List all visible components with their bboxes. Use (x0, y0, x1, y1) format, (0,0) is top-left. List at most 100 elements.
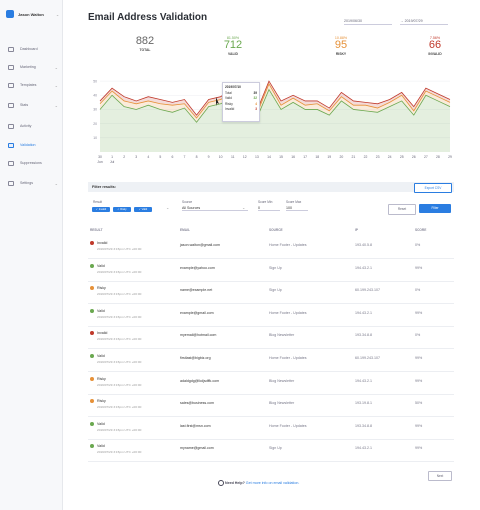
sidebar-item-suppressions[interactable]: Suppressions (8, 158, 58, 168)
x-tick-label: 8 (196, 155, 198, 159)
x-tick-label: 9 (208, 155, 210, 159)
table-row[interactable]: Valid 2019/07/29 3:15pm UTC +00:00 myname@… (88, 439, 454, 463)
row-ip: 194.43.2.1 (355, 310, 372, 315)
next-page-button[interactable]: Next (428, 471, 452, 481)
table-row[interactable]: Valid 2019/07/29 3:15pm UTC +00:00 firstla… (88, 349, 454, 372)
y-tick-label: 20 (93, 122, 97, 126)
x-tick-label: 15 (279, 155, 283, 159)
date-to-input[interactable]: → 2019/07/29 (400, 19, 448, 25)
sidebar-item-label: Stats (20, 103, 29, 107)
table-row[interactable]: Valid 2019/07/29 3:15pm UTC +00:00 example… (88, 304, 454, 327)
filter-button[interactable]: Filter (419, 204, 451, 213)
tooltip-row: Valid 32 (225, 96, 257, 100)
sidebar-item-stats[interactable]: Stats ⌄ (8, 100, 58, 110)
row-timestamp: 2019/07/29 3:15pm UTC +00:00 (97, 405, 142, 410)
table-row[interactable]: Risky 2019/07/29 3:15pm UTC +00:00 adaldgd… (88, 372, 454, 395)
row-ip: 193.40.5.8 (355, 243, 372, 247)
row-score: 99% (415, 446, 423, 451)
stat-valid-pct: 81.50% (226, 36, 240, 40)
row-status: Valid (97, 263, 105, 268)
row-ip: 193.19.8.1 (355, 401, 372, 406)
x-tick-label: 29 (448, 155, 452, 159)
help-icon (218, 480, 224, 486)
user-menu[interactable]: Jason Walton ⌄ (6, 10, 59, 18)
row-status: Invalid (97, 331, 108, 336)
tooltip-value: 39 (253, 90, 257, 95)
chip-invalid[interactable]: ✓ Invalid (92, 207, 110, 212)
result-dropdown-chevron-icon[interactable]: ⌄ (166, 205, 170, 210)
x-tick-label: 24 (388, 155, 392, 159)
tooltip-label: Risky (225, 101, 233, 106)
row-email: firstlast@bigbiz.org (180, 356, 211, 360)
y-tick-label: 10 (93, 136, 97, 140)
chip-risky[interactable]: ✓ Risky (113, 207, 131, 212)
score-max-label: Score Max (286, 200, 302, 204)
sidebar-item-dashboard[interactable]: Dashboard (8, 44, 58, 54)
score-min-input[interactable]: 0 (258, 206, 280, 211)
sidebar: Jason Walton ⌄ Dashboard Marketing ⌄ Templa… (0, 0, 63, 510)
date-from-input[interactable]: 2019/06/30 (344, 19, 392, 25)
source-chevron-icon: ⌄ (242, 205, 246, 210)
stat-invalid: 7.56% 66 INVALID (400, 36, 470, 56)
chip-valid[interactable]: ✓ Valid (134, 207, 152, 212)
reset-button[interactable]: Reset (388, 204, 416, 215)
col-ip[interactable]: IP (355, 228, 359, 232)
source-select[interactable]: All Sources (182, 206, 248, 211)
row-ip: 193.34.8.8 (355, 423, 372, 428)
score-max-input[interactable]: 100 (286, 206, 308, 211)
chevron-down-icon: ⌄ (54, 180, 58, 186)
table-row[interactable]: Invalid 2019/07/29 3:15pm UTC +00:00 myema… (88, 326, 454, 350)
sidebar-item-label: Templates (20, 83, 37, 87)
row-email: last.first@msn.com (180, 423, 211, 428)
marketing-icon (8, 64, 14, 70)
row-status: Risky (97, 286, 106, 291)
row-score: 0% (415, 288, 421, 293)
table-header: RESULT EMAIL SOURCE IP SCORE (88, 228, 454, 234)
row-source: Blog Newsletter (269, 378, 295, 383)
row-ip: 60.199.243.107 (355, 288, 380, 293)
row-score: 0% (415, 333, 421, 338)
col-source[interactable]: SOURCE (269, 228, 283, 232)
table-row[interactable]: Invalid 2019/07/29 3:15pm UTC +00:00 jason… (88, 236, 454, 259)
x-tick-label: 26 (412, 155, 416, 159)
sidebar-item-label: Validation (20, 143, 36, 147)
x-tick-label: 23 (376, 155, 380, 159)
table-row[interactable]: Valid 2019/07/29 3:15pm UTC +00:00 example… (88, 259, 454, 282)
y-tick-label: 30 (93, 108, 97, 112)
y-tick-label: 50 (93, 79, 97, 83)
row-email: name@example.net (180, 288, 213, 293)
suppressions-icon (8, 160, 14, 166)
x-tick-label: 18 (315, 155, 319, 159)
filter-bar: Filter results: (88, 182, 454, 192)
col-score[interactable]: SCORE (415, 228, 427, 232)
table-row[interactable]: Risky 2019/07/29 3:15pm UTC +00:00 sales@b… (88, 394, 454, 418)
export-csv-button[interactable]: Export CSV (414, 183, 452, 193)
row-status: Valid (97, 444, 105, 449)
table-row[interactable]: Risky 2019/07/29 3:15pm UTC +00:00 name@ex… (88, 281, 454, 305)
page-title: Email Address Validation (88, 12, 208, 23)
stat-valid-label: VALID (228, 52, 238, 56)
row-source: Blog Newsletter (269, 401, 295, 406)
row-source: Home Footer - Updates (269, 356, 307, 360)
x-tick-label: 11 (231, 155, 235, 159)
row-timestamp: 2019/07/29 3:15pm UTC +00:00 (97, 382, 142, 387)
x-tick-label: 17 (303, 155, 307, 159)
table-row[interactable]: Valid 2019/07/29 3:15pm UTC +00:00 last.fi… (88, 417, 454, 440)
row-score: 99% (415, 378, 423, 383)
x-month-label: Jun (97, 160, 103, 164)
sidebar-item-templates[interactable]: Templates ⌄ (8, 80, 58, 90)
stat-valid: 81.50% 712 VALID (198, 36, 268, 56)
sidebar-item-marketing[interactable]: Marketing ⌄ (8, 62, 58, 72)
sidebar-item-validation[interactable]: Validation (8, 140, 58, 150)
chevron-down-icon: ⌄ (54, 64, 58, 70)
tooltip-row: Risky 4 (225, 102, 257, 106)
tooltip-row: Invalid 3 (225, 107, 257, 111)
sidebar-item-activity[interactable]: Activity (8, 121, 58, 131)
row-email: example@yahoo.com (180, 265, 215, 270)
help-link[interactable]: Get more info on email validation. (245, 480, 300, 485)
sidebar-item-settings[interactable]: Settings ⌄ (8, 178, 58, 188)
row-score: 99% (415, 310, 423, 315)
col-result[interactable]: RESULT (90, 228, 103, 232)
col-email[interactable]: EMAIL (180, 228, 190, 232)
